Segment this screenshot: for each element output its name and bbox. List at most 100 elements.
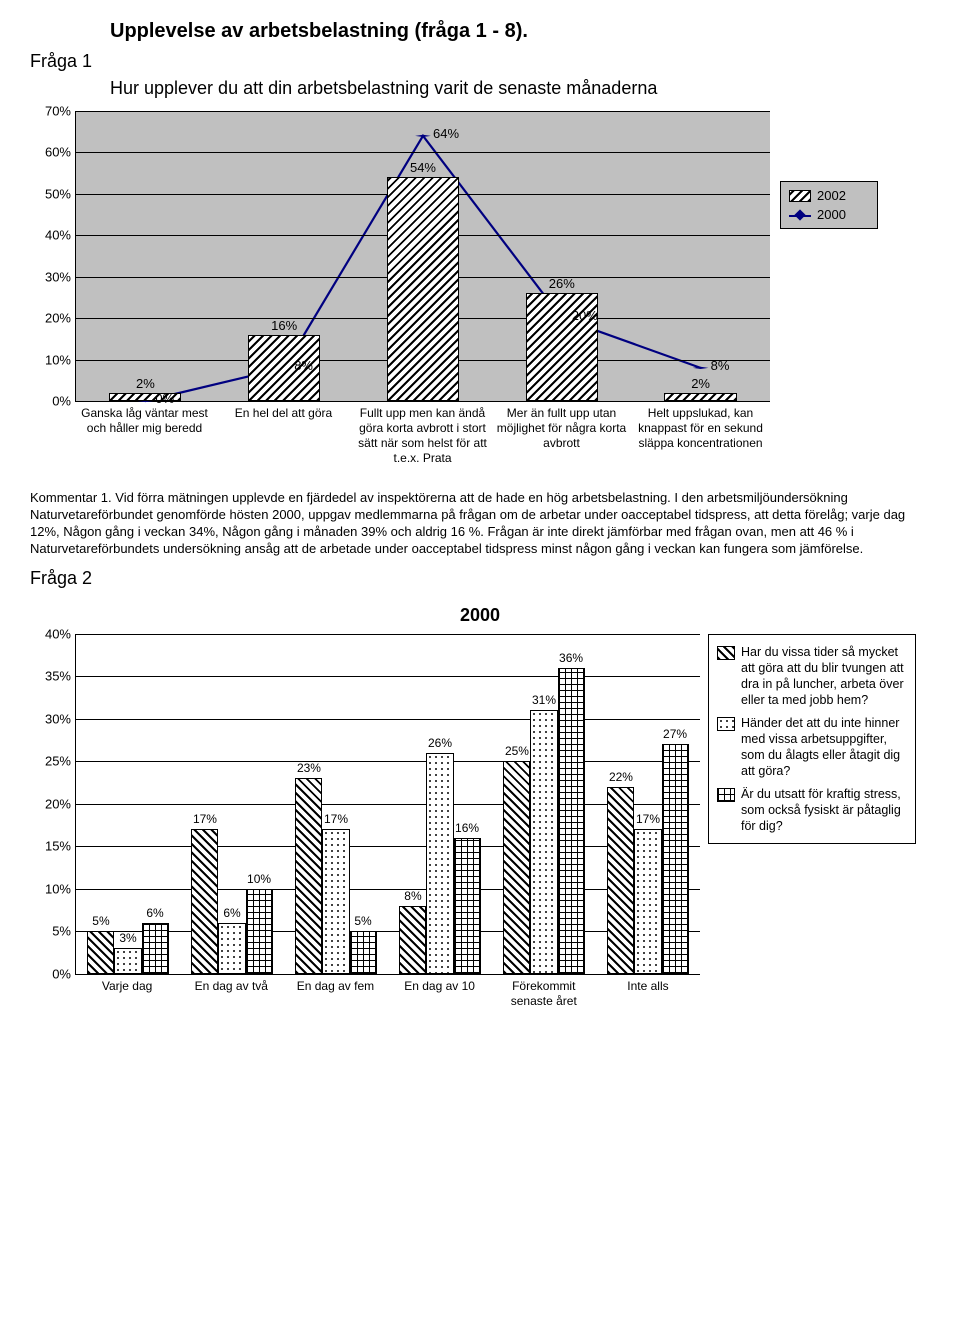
legend-swatch (717, 717, 735, 731)
bar: 8% (399, 906, 426, 974)
bar-group: 23%17%5% (284, 634, 388, 974)
bar-value-label: 31% (531, 693, 556, 707)
ytick-label: 60% (31, 145, 71, 160)
legend-label-2002: 2002 (817, 188, 846, 203)
bar-group: 8%26%16% (388, 634, 492, 974)
xtick-label: Ganska låg väntar mest och håller mig be… (75, 402, 214, 466)
bar: 23% (295, 778, 322, 974)
bar-value-label: 27% (663, 727, 688, 741)
xtick-label: Varje dag (75, 975, 179, 1009)
legend-label-2000: 2000 (817, 207, 846, 222)
ytick-label: 20% (31, 796, 71, 811)
bar-value-label: 54% (354, 160, 493, 175)
bar (387, 177, 459, 401)
ytick-label: 5% (31, 924, 71, 939)
bar-value-label: 6% (219, 906, 244, 920)
bar-value-label: 5% (88, 914, 113, 928)
line-value-label: 8% (711, 358, 730, 373)
bar-value-label: 2% (631, 376, 770, 391)
ytick-label: 15% (31, 839, 71, 854)
bar-value-label: 6% (143, 906, 168, 920)
fraga1-label: Fråga 1 (30, 51, 930, 72)
bar: 5% (87, 931, 114, 974)
bar: 10% (246, 889, 273, 974)
bar-value-label: 3% (115, 931, 140, 945)
bar-value-label: 2% (76, 376, 215, 391)
bar-value-label: 5% (351, 914, 376, 928)
bar-value-label: 10% (247, 872, 272, 886)
ytick-label: 25% (31, 754, 71, 769)
line-value-label: 0% (155, 391, 174, 406)
chart1-plot: 0%10%20%30%40%50%60%70%2%16%54%26%2%0%8%… (75, 111, 770, 402)
chart1-subtitle: Hur upplever du att din arbetsbelastning… (110, 78, 930, 99)
ytick-label: 30% (31, 269, 71, 284)
ytick-label: 30% (31, 711, 71, 726)
bar-value-label: 22% (608, 770, 633, 784)
bar-value-label: 36% (559, 651, 584, 665)
bar-group: 5%3%6% (76, 634, 180, 974)
bar-group: 17%6%10% (180, 634, 284, 974)
bar: 6% (218, 923, 245, 974)
ytick-label: 0% (31, 394, 71, 409)
legend-label: Är du utsatt för kraftig stress, som ock… (741, 786, 907, 835)
bar: 17% (634, 829, 661, 974)
bar: 17% (322, 829, 349, 974)
legend-swatch-2002 (789, 190, 811, 202)
chart1-xaxis: Ganska låg väntar mest och håller mig be… (75, 402, 770, 466)
bar: 22% (607, 787, 634, 974)
bar-value-label: 17% (635, 812, 660, 826)
bar-value-label: 16% (455, 821, 480, 835)
bar-value-label: 26% (427, 736, 452, 750)
doc-title: Upplevelse av arbetsbelastning (fråga 1 … (110, 20, 930, 43)
bar-value-label: 17% (323, 812, 348, 826)
bar-value-label: 17% (192, 812, 217, 826)
bar-value-label: 23% (296, 761, 321, 775)
legend-swatch (717, 788, 735, 802)
xtick-label: Helt uppslukad, kan knappast för en seku… (631, 402, 770, 466)
legend-swatch-2000 (789, 209, 811, 221)
xtick-label: En hel del att göra (214, 402, 353, 466)
ytick-label: 20% (31, 311, 71, 326)
ytick-label: 40% (31, 228, 71, 243)
bar: 16% (454, 838, 481, 974)
bar: 5% (350, 931, 377, 974)
bar-value-label: 25% (504, 744, 529, 758)
bar: 31% (530, 710, 557, 974)
bar-value-label: 26% (492, 276, 631, 291)
chart2-plot: 0%5%10%15%20%25%30%35%40%5%3%6%17%6%10%2… (75, 634, 700, 975)
chart2-xaxis: Varje dagEn dag av tvåEn dag av femEn da… (75, 975, 700, 1009)
chart1-legend: 2002 2000 (780, 181, 878, 229)
xtick-label: En dag av fem (283, 975, 387, 1009)
ytick-label: 70% (31, 104, 71, 119)
bar: 6% (142, 923, 169, 974)
line-value-label: 64% (433, 126, 459, 141)
line-value-label: 8% (294, 358, 313, 373)
xtick-label: Inte alls (596, 975, 700, 1009)
bar-value-label: 8% (400, 889, 425, 903)
xtick-label: Mer än fullt upp utan möjlighet för någr… (492, 402, 631, 466)
bar-group: 25%31%36% (492, 634, 596, 974)
ytick-label: 0% (31, 966, 71, 981)
bar (664, 393, 736, 401)
xtick-label: Förekommit senaste året (492, 975, 596, 1009)
chart2-title: 2000 (30, 605, 930, 626)
line-value-label: 20% (572, 308, 598, 323)
bar: 26% (426, 753, 453, 974)
legend-label: Händer det att du inte hinner med vissa … (741, 715, 907, 780)
xtick-label: En dag av 10 (388, 975, 492, 1009)
bar: 27% (662, 744, 689, 974)
ytick-label: 10% (31, 352, 71, 367)
ytick-label: 40% (31, 626, 71, 641)
bar: 25% (503, 761, 530, 974)
bar: 17% (191, 829, 218, 974)
bar: 36% (558, 668, 585, 974)
ytick-label: 35% (31, 669, 71, 684)
commentary-1: Kommentar 1. Vid förra mätningen upplevd… (30, 490, 910, 558)
ytick-label: 50% (31, 186, 71, 201)
bar-group: 22%17%27% (596, 634, 700, 974)
xtick-label: En dag av två (179, 975, 283, 1009)
fraga2-label: Fråga 2 (30, 568, 930, 589)
legend-swatch (717, 646, 735, 660)
bar-value-label: 16% (215, 318, 354, 333)
bar: 3% (114, 948, 141, 974)
